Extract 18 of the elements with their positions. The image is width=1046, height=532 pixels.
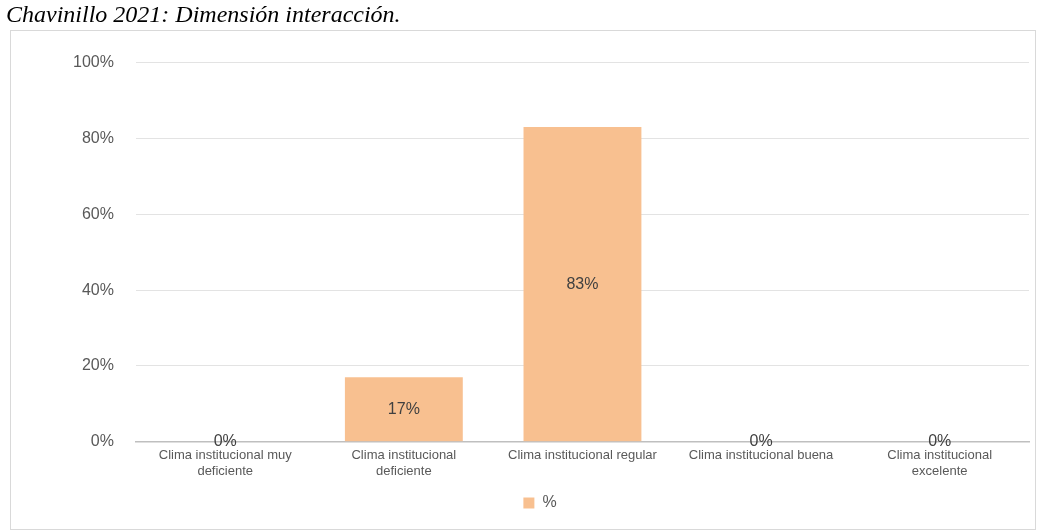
x-tick-label: Clima institucional muy deficiente xyxy=(158,447,293,478)
y-tick-label: 80% xyxy=(81,128,114,146)
chart-title: Chavinillo 2021: Dimensión interacción. xyxy=(6,0,401,28)
y-tick-label: 40% xyxy=(81,280,114,298)
y-tick-label: 0% xyxy=(90,432,114,450)
y-tick-label: 20% xyxy=(81,356,114,374)
y-tick-label: 100% xyxy=(73,53,114,71)
data-label: 83% xyxy=(566,274,599,292)
legend-label: % xyxy=(542,493,557,511)
data-label: 0% xyxy=(928,432,952,450)
data-label: 0% xyxy=(213,432,237,450)
data-label: 0% xyxy=(749,432,773,450)
x-tick-label: Clima institucional buena xyxy=(688,447,835,463)
x-tick-label: Clima institucional regular xyxy=(508,447,658,463)
data-label: 17% xyxy=(387,399,420,417)
y-tick-label: 60% xyxy=(81,204,114,222)
x-tick-label: Clima institucional deficiente xyxy=(351,447,457,478)
x-tick-label: Clima institucional excelente xyxy=(887,447,993,478)
